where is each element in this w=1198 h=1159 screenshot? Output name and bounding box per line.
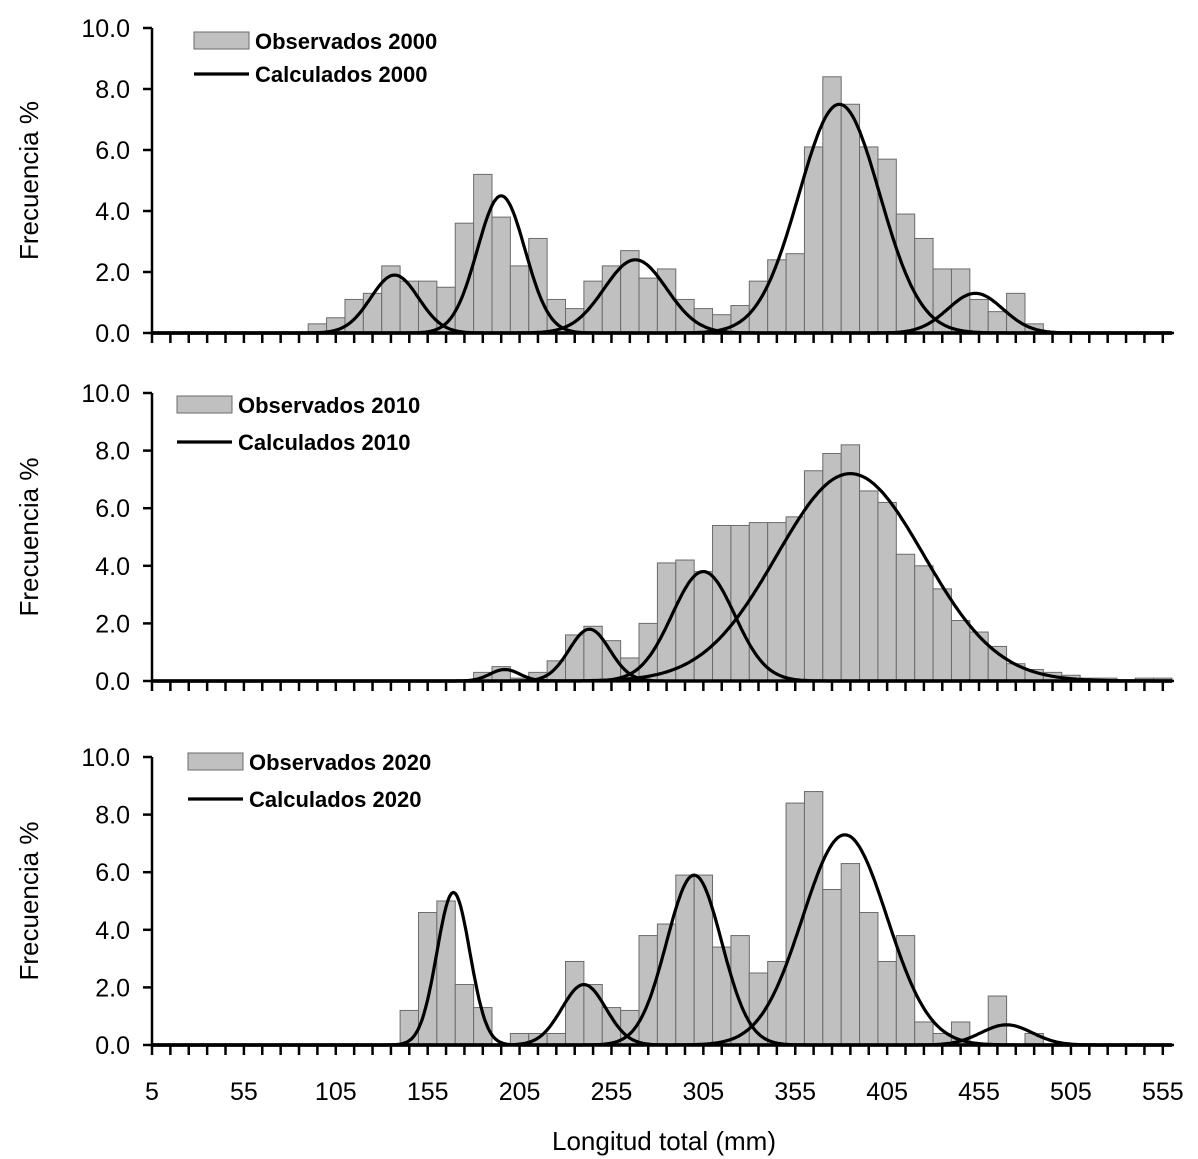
x-tick-label: 505 — [1050, 1078, 1092, 1106]
histogram-bar — [638, 935, 658, 1046]
panel-2010: 0.0 2.0 4.0 6.0 8.0 10.0 Frecuencia % Observado… — [14, 380, 1174, 696]
y-tick-label: 8.0 — [95, 76, 130, 104]
panel-2000: 0.0 2.0 4.0 6.0 8.0 10.0 Frecuencia % Observado… — [14, 15, 1174, 348]
histogram-bar — [546, 660, 567, 682]
x-tick-label: 255 — [591, 1078, 633, 1106]
histogram-bar — [803, 146, 824, 334]
histogram-bar — [656, 562, 677, 682]
histogram-bar — [895, 553, 916, 682]
y-tick-label: 0.0 — [95, 668, 130, 696]
x-axis-title: Longitud total (mm) — [552, 1126, 776, 1156]
histogram-bar — [528, 237, 548, 334]
histogram-bar — [436, 900, 456, 1046]
legend-label-fitted: Calculados 2000 — [255, 62, 427, 87]
histogram-bar — [877, 960, 897, 1046]
y-axis-title: Frecuencia % — [14, 458, 44, 617]
y-tick-label: 10.0 — [81, 744, 130, 772]
histogram-bar — [859, 912, 879, 1046]
histogram-bar — [840, 103, 861, 334]
x-tick-label: 5 — [145, 1078, 159, 1106]
histogram-bar — [914, 237, 934, 334]
histogram-bar — [950, 620, 971, 682]
y-axis-title: Frecuencia % — [14, 822, 44, 981]
y-tick-label: 8.0 — [95, 438, 130, 466]
x-tick-label: 55 — [230, 1078, 258, 1106]
legend-swatch-observed — [187, 752, 244, 771]
histogram-bar — [730, 305, 750, 334]
histogram-bar — [859, 490, 879, 682]
y-tick-label: 6.0 — [95, 495, 130, 523]
histogram-bar — [362, 292, 383, 334]
x-tick-label: 305 — [682, 1078, 724, 1106]
histogram-bar — [565, 960, 585, 1046]
histogram-bar — [803, 791, 824, 1046]
y-tick-label: 10.0 — [81, 15, 130, 43]
histogram-bar — [399, 280, 419, 334]
legend-swatch-observed — [193, 31, 250, 50]
y-tick-label: 10.0 — [81, 380, 130, 408]
histogram-bar — [822, 888, 842, 1046]
histogram-bar — [987, 311, 1008, 334]
histogram-bar — [583, 280, 603, 334]
y-tick-label: 4.0 — [95, 553, 130, 581]
histogram-bar — [840, 863, 861, 1046]
histogram-bar — [803, 470, 824, 682]
y-tick-label: 2.0 — [95, 974, 130, 1002]
legend-label-observed: Observados 2010 — [238, 393, 420, 418]
legend-label-fitted: Calculados 2020 — [249, 787, 421, 812]
x-tick-label: 555 — [1142, 1078, 1184, 1106]
histogram-bar — [583, 984, 603, 1046]
histogram-bar — [822, 452, 842, 682]
histogram-bar — [987, 995, 1008, 1046]
histogram-bar — [454, 984, 475, 1046]
histogram-bar — [877, 501, 897, 682]
histogram-bar — [509, 265, 530, 334]
histogram-bar — [546, 1032, 567, 1046]
histogram-bar — [877, 158, 897, 334]
histogram-bar — [344, 298, 364, 334]
y-tick-label: 2.0 — [95, 259, 130, 287]
y-axis-title: Frecuencia % — [14, 101, 44, 260]
x-tick-label: 155 — [407, 1078, 449, 1106]
histogram-bar — [840, 444, 861, 682]
x-tick-label: 405 — [866, 1078, 908, 1106]
histogram-bar — [969, 631, 989, 682]
x-tick-label: 355 — [774, 1078, 816, 1106]
x-tick-label: 105 — [315, 1078, 357, 1106]
histogram-bar — [932, 588, 952, 682]
histogram-bar — [914, 1021, 934, 1046]
histogram-bar — [730, 935, 750, 1046]
y-tick-label: 6.0 — [95, 137, 130, 165]
y-tick-label: 0.0 — [95, 1032, 130, 1060]
histogram-bar — [491, 216, 511, 334]
legend-swatch-observed — [176, 395, 233, 414]
histogram-bar — [638, 622, 658, 682]
y-tick-label: 4.0 — [95, 917, 130, 945]
y-tick-label: 0.0 — [95, 320, 130, 348]
legend-label-observed: Observados 2020 — [249, 750, 431, 775]
legend-label-fitted: Calculados 2010 — [238, 430, 410, 455]
histogram-bar — [950, 268, 971, 334]
histogram-bar — [914, 565, 934, 682]
y-tick-label: 2.0 — [95, 610, 130, 638]
histogram-bar — [693, 571, 714, 682]
y-tick-label: 8.0 — [95, 802, 130, 830]
histogram-bar — [417, 280, 438, 334]
histogram-bar — [969, 298, 989, 334]
histogram-bar — [767, 259, 787, 334]
histogram-bar — [785, 516, 805, 682]
histogram-bar — [785, 253, 805, 334]
x-tick-label: 455 — [958, 1078, 1000, 1106]
y-tick-label: 4.0 — [95, 198, 130, 226]
legend-label-observed: Observados 2000 — [255, 29, 437, 54]
histogram-bar — [638, 277, 658, 334]
x-tick-label: 205 — [499, 1078, 541, 1106]
histogram-bar — [454, 222, 475, 334]
y-tick-label: 6.0 — [95, 859, 130, 887]
